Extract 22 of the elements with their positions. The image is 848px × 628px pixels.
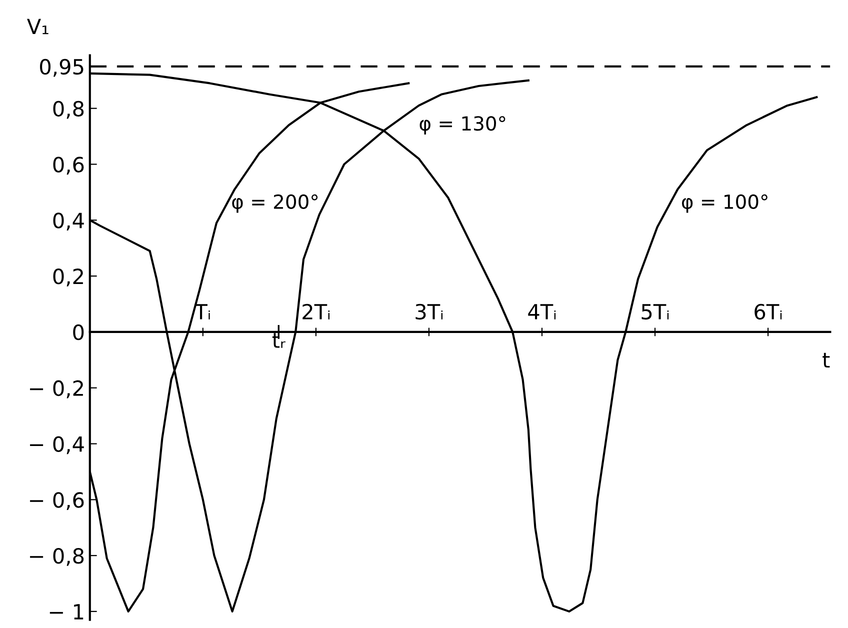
x-tick-label: 5Tᵢ bbox=[642, 304, 669, 320]
x-tick-label: 2Tᵢ bbox=[302, 304, 330, 320]
x-tick-label: 4Tᵢ bbox=[528, 304, 556, 320]
y-tick-label: 0,2 bbox=[53, 268, 83, 286]
y-tick-label: − 0,6 bbox=[30, 492, 84, 510]
y-tick-label: − 0,2 bbox=[30, 380, 83, 398]
series-label: φ = 130° bbox=[420, 116, 506, 135]
y-axis-title: V₁ bbox=[27, 18, 48, 34]
y-tick-label: 0,8 bbox=[53, 100, 84, 119]
y-tick-label: − 0,4 bbox=[30, 436, 84, 454]
annotation: tᵣ bbox=[272, 333, 286, 348]
y-tick-label: − 1 bbox=[50, 604, 84, 620]
y-tick-label: − 0,8 bbox=[30, 548, 84, 566]
series-label: φ = 100° bbox=[682, 194, 768, 213]
x-tick-label: 6Tᵢ bbox=[754, 304, 782, 320]
y-tick-label: 0,6 bbox=[53, 156, 84, 175]
y-tick-label: 0,95 bbox=[40, 58, 84, 77]
x-tick-label: 3Tᵢ bbox=[416, 304, 443, 320]
x-axis-title: t bbox=[822, 352, 830, 368]
series-label: φ = 200° bbox=[232, 194, 318, 213]
y-tick-label: 0 bbox=[73, 324, 84, 340]
y-tick-label: 0,4 bbox=[53, 212, 84, 230]
